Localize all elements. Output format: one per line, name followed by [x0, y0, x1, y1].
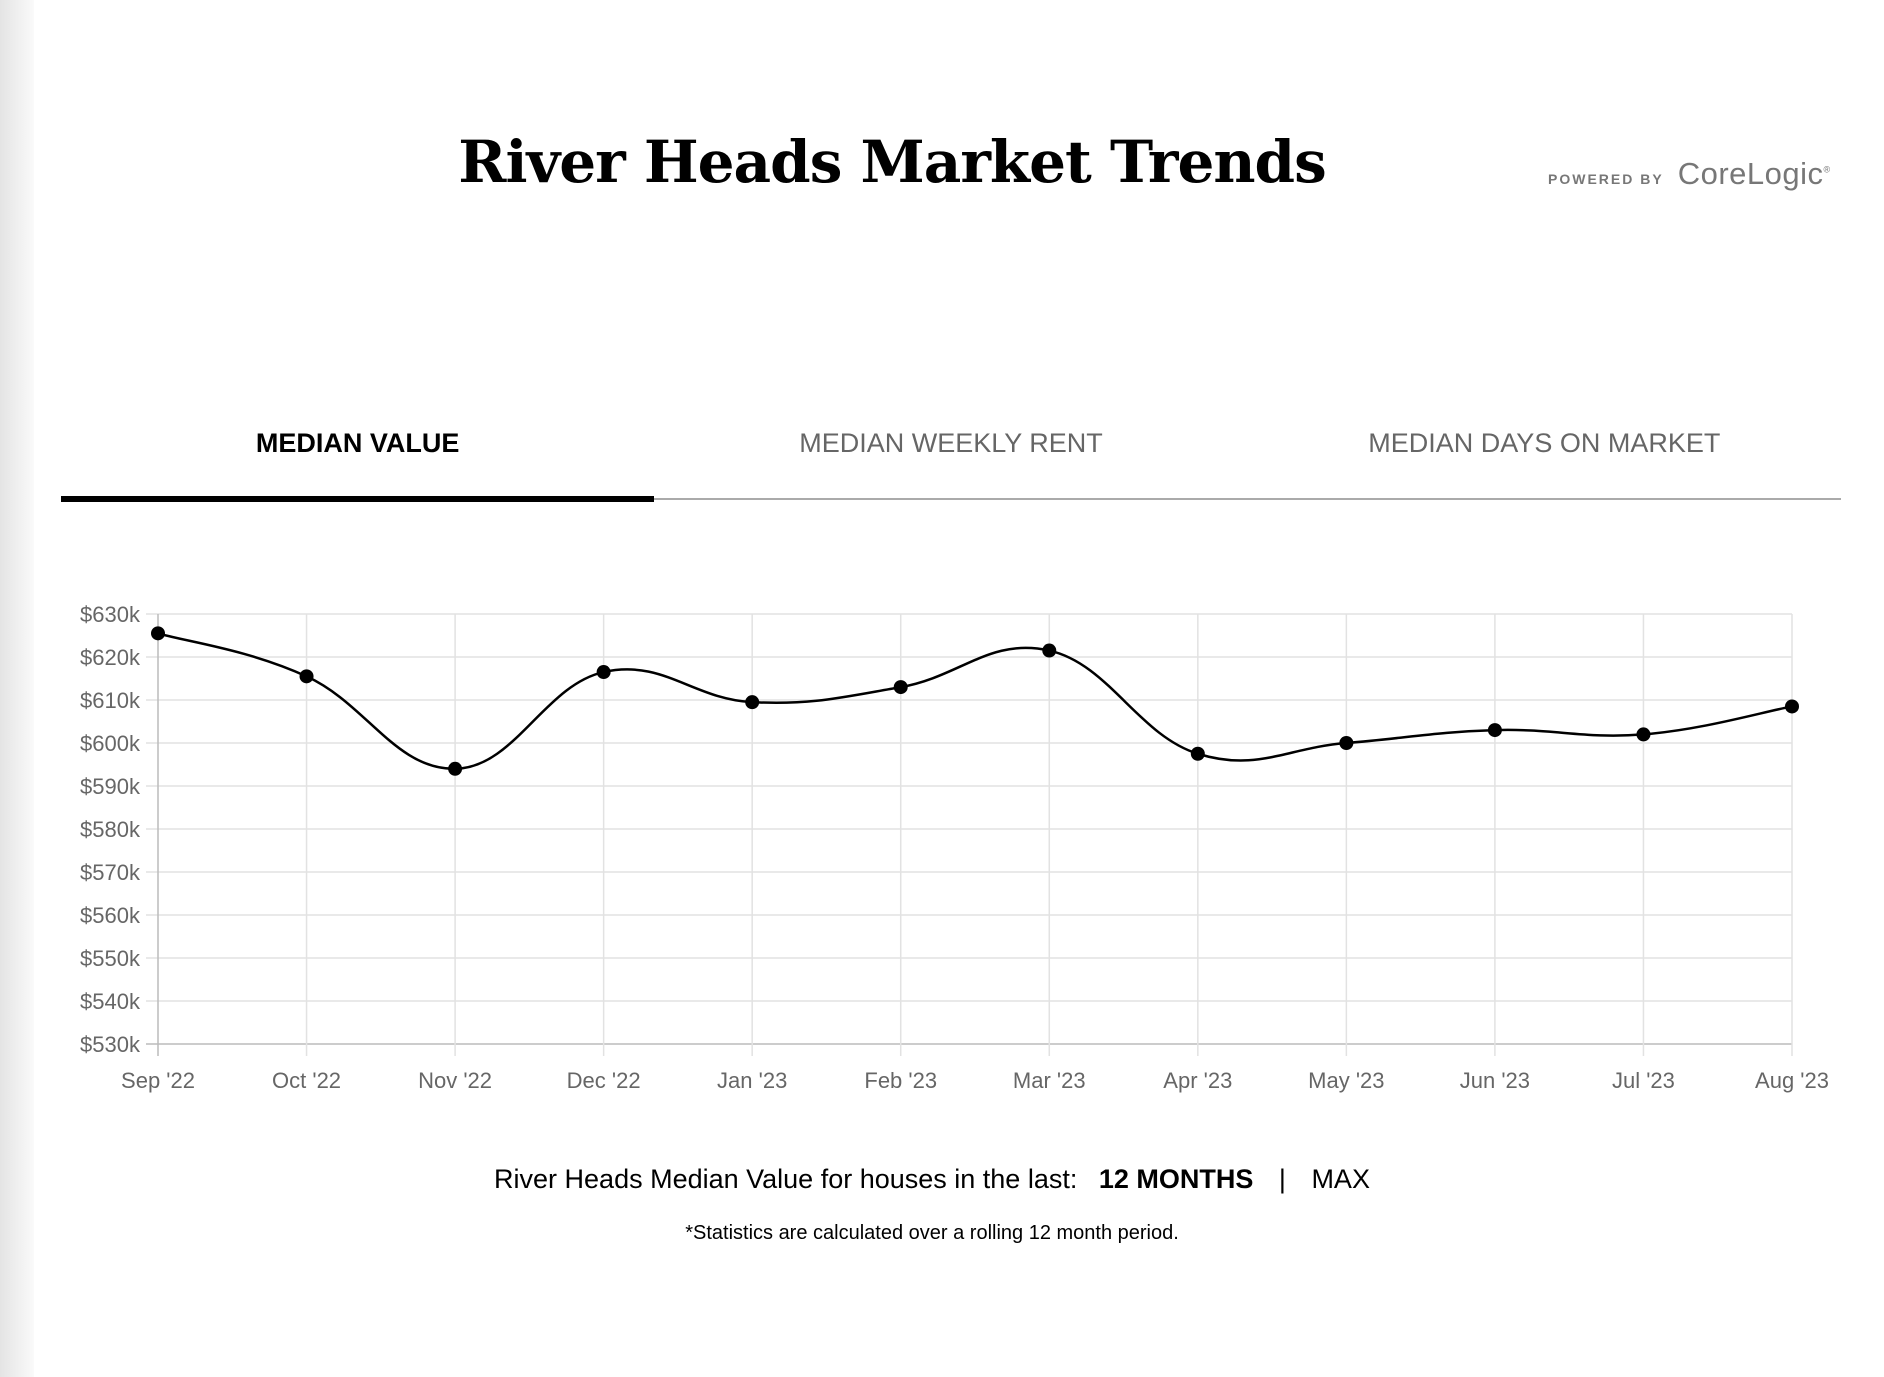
statistics-note: *Statistics are calculated over a rollin… — [685, 1222, 1179, 1244]
y-tick-label: $590k — [80, 774, 141, 799]
y-tick-label: $610k — [80, 688, 141, 713]
data-point — [596, 665, 611, 680]
x-tick-label: Jul '23 — [1612, 1068, 1675, 1093]
period-selector: River Heads Median Value for houses in t… — [0, 1164, 1874, 1195]
data-point — [1339, 736, 1354, 750]
period-max[interactable]: MAX — [1311, 1164, 1370, 1194]
tab-median-days-on-market[interactable]: MEDIAN DAYS ON MARKET — [1368, 428, 1721, 458]
period-12-months[interactable]: 12 MONTHS — [1098, 1164, 1254, 1194]
y-tick-label: $600k — [80, 731, 141, 756]
corelogic-brand: CoreLogic® — [1678, 156, 1831, 192]
x-tick-label: Sep '22 — [121, 1068, 195, 1093]
x-tick-label: Oct '22 — [272, 1068, 341, 1093]
y-tick-label: $580k — [80, 817, 141, 842]
page-edge-shadow — [0, 0, 34, 1377]
y-tick-label: $560k — [80, 903, 141, 928]
x-tick-label: Dec '22 — [567, 1068, 641, 1093]
period-separator: | — [1278, 1164, 1286, 1194]
x-tick-label: May '23 — [1308, 1068, 1384, 1093]
registered-mark: ® — [1823, 164, 1831, 175]
data-point — [1042, 643, 1057, 658]
x-tick-label: Aug '23 — [1755, 1068, 1829, 1093]
data-point — [299, 669, 314, 684]
y-tick-label: $550k — [80, 946, 141, 971]
x-tick-label: Feb '23 — [864, 1068, 937, 1093]
powered-by-logo: POWERED BY CoreLogic® — [1548, 156, 1831, 192]
x-tick-label: Jan '23 — [717, 1068, 787, 1093]
data-point — [1190, 746, 1205, 761]
tab-median-weekly-rent[interactable]: MEDIAN WEEKLY RENT — [799, 428, 1103, 458]
data-point — [893, 680, 908, 695]
page-title: River Heads Market Trends — [458, 128, 1326, 196]
data-point — [448, 761, 463, 776]
period-caption: River Heads Median Value for houses in t… — [494, 1164, 1078, 1194]
x-tick-label: Apr '23 — [1163, 1068, 1232, 1093]
y-tick-label: $620k — [80, 645, 141, 670]
y-tick-label: $530k — [80, 1032, 141, 1057]
y-tick-label: $630k — [80, 602, 141, 627]
data-point — [151, 626, 165, 641]
x-tick-label: Mar '23 — [1013, 1068, 1086, 1093]
y-tick-label: $570k — [80, 860, 141, 885]
y-tick-label: $540k — [80, 989, 141, 1014]
data-point — [745, 695, 760, 710]
powered-by-label: POWERED BY — [1548, 171, 1664, 187]
x-tick-label: Jun '23 — [1460, 1068, 1530, 1093]
median-value-chart: $530k $540k $550k $560k $570k $580k $590k $600k… — [80, 602, 1829, 1093]
data-point — [1636, 727, 1651, 742]
x-tick-label: Nov '22 — [418, 1068, 492, 1093]
metric-tabs: MEDIAN VALUE MEDIAN WEEKLY RENT MEDIAN D… — [61, 420, 1841, 502]
series-line — [157, 632, 1793, 771]
data-point — [1487, 723, 1502, 738]
brand-name: CoreLogic — [1677, 156, 1824, 191]
tab-median-value[interactable]: MEDIAN VALUE — [61, 420, 655, 502]
data-point — [1785, 699, 1799, 714]
